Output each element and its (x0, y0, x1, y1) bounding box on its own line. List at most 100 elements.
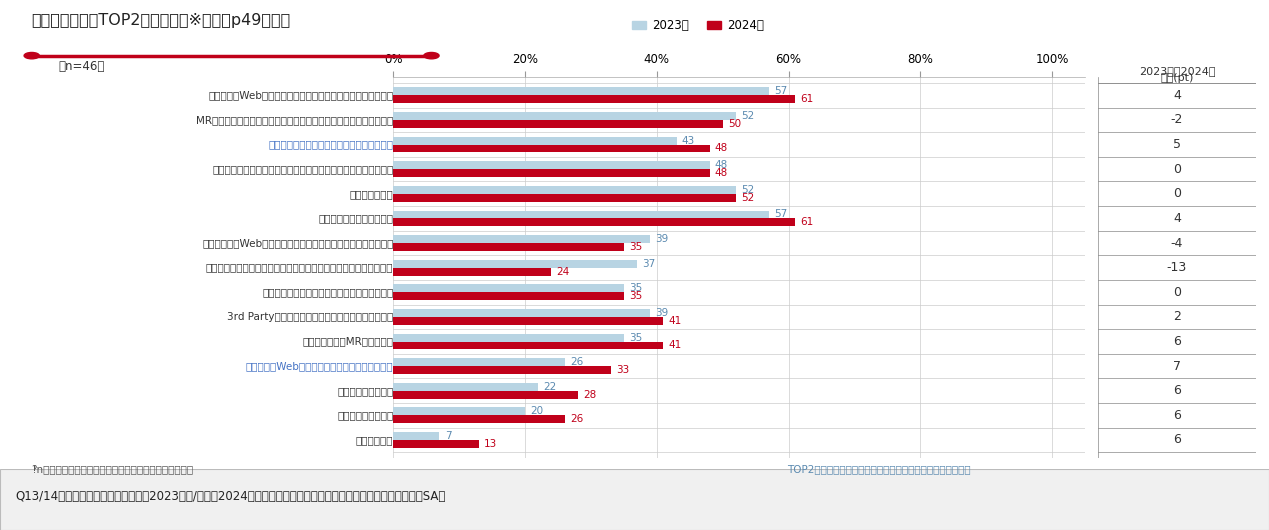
Text: 差分(pt): 差分(pt) (1160, 73, 1194, 83)
Text: 7: 7 (444, 431, 452, 441)
Circle shape (24, 52, 39, 59)
Text: -4: -4 (1171, 236, 1183, 250)
Text: 48: 48 (714, 144, 728, 154)
Text: 営業所主導のWeb講演会の参加・視聴ログ情報・アンケート情報: 営業所主導のWeb講演会の参加・視聴ログ情報・アンケート情報 (202, 238, 393, 248)
Bar (393, 366, 610, 374)
Bar (393, 112, 736, 120)
Text: 2023年・2024年: 2023年・2024年 (1138, 66, 1216, 76)
Bar (393, 194, 736, 202)
Circle shape (424, 52, 439, 59)
Text: 39: 39 (656, 234, 669, 244)
Bar (393, 285, 624, 292)
Text: -13: -13 (1167, 261, 1187, 274)
Text: 本社主導のWeb講演会の参加・視聴ログ情報・アンケート情報: 本社主導のWeb講演会の参加・視聴ログ情報・アンケート情報 (208, 90, 393, 100)
Bar (393, 440, 478, 448)
Text: 35: 35 (629, 242, 642, 252)
Text: 顧客の論文発表情報: 顧客の論文発表情報 (338, 410, 393, 420)
Text: 20: 20 (530, 407, 543, 417)
Text: 0: 0 (1173, 163, 1181, 175)
Text: 7: 7 (1173, 360, 1181, 373)
Bar (393, 218, 796, 226)
Text: 39: 39 (656, 308, 669, 318)
Bar (393, 317, 664, 325)
Text: 41: 41 (669, 316, 681, 326)
Text: 自社会員制Webサイト内のユーザー行動ログ情報: 自社会員制Webサイト内のユーザー行動ログ情報 (246, 361, 393, 371)
Text: 26: 26 (570, 414, 584, 425)
Bar (393, 391, 577, 399)
Text: MR活動によって得られた情報（顧客の処方動向、安全性情報など）: MR活動によって得られた情報（顧客の処方動向、安全性情報など） (197, 115, 393, 125)
Text: Q13/14　あなたの部署では、昨年（2023年）/今年（2024年）に次の各データをどの程度活用していましたか？（SA）: Q13/14 あなたの部署では、昨年（2023年）/今年（2024年）に次の各デ… (15, 490, 445, 503)
Text: 48: 48 (714, 168, 728, 178)
Text: 33: 33 (615, 365, 629, 375)
Text: 顧客の学会発表情報: 顧客の学会発表情報 (338, 386, 393, 396)
Bar (393, 383, 538, 391)
Text: 61: 61 (801, 217, 813, 227)
Text: データ活用度（TOP2）の変化（※詳細、p49参照）: データ活用度（TOP2）の変化（※詳細、p49参照） (32, 13, 291, 28)
Text: 28: 28 (582, 390, 596, 400)
Text: 22: 22 (543, 382, 557, 392)
Bar (393, 416, 565, 423)
Text: 61: 61 (801, 94, 813, 104)
Text: 57: 57 (774, 209, 787, 219)
Bar (393, 333, 624, 341)
Text: 26: 26 (570, 357, 584, 367)
Text: -2: -2 (1171, 113, 1183, 127)
Bar (393, 210, 769, 218)
Text: 0: 0 (1173, 187, 1181, 200)
Text: 24: 24 (557, 267, 570, 277)
Bar (393, 186, 736, 194)
Bar (393, 341, 664, 349)
Text: 5: 5 (1173, 138, 1181, 151)
Text: 営業所主導のリアル講演会の参加・視聴ログ情報・アンケート情報: 営業所主導のリアル講演会の参加・視聴ログ情報・アンケート情報 (206, 263, 393, 272)
Bar (393, 137, 676, 145)
Text: TOP2：「十分活用できている」＋「まあ活用できている」計: TOP2：「十分活用できている」＋「まあ活用できている」計 (787, 464, 971, 474)
Bar (393, 260, 637, 268)
Text: 2: 2 (1173, 311, 1181, 323)
Text: 52: 52 (741, 185, 754, 195)
Bar (393, 120, 723, 128)
Text: レセプトデータなどのリアルワールドデータ: レセプトデータなどのリアルワールドデータ (268, 139, 393, 149)
Bar (393, 309, 650, 317)
Text: 37: 37 (642, 259, 656, 269)
Text: 6: 6 (1173, 434, 1181, 446)
Text: 学会の役員や疾患ガイドラインのメンバー情報: 学会の役員や疾患ガイドラインのメンバー情報 (263, 287, 393, 297)
Text: 6: 6 (1173, 409, 1181, 422)
Text: 13: 13 (485, 439, 497, 449)
Bar (393, 408, 525, 416)
Bar (393, 243, 624, 251)
Bar (393, 145, 709, 153)
Text: 41: 41 (669, 340, 681, 350)
Text: ‽n数は、本設問の回答者のみ（途中回答中止者を除く）: ‽n数は、本設問の回答者のみ（途中回答中止者を除く） (32, 464, 194, 474)
Text: （n=46）: （n=46） (58, 60, 105, 73)
Text: 35: 35 (629, 332, 642, 342)
Bar (393, 292, 624, 300)
Text: 52: 52 (741, 193, 754, 203)
Text: 35: 35 (629, 284, 642, 293)
Text: 3rd Partyのユーザー行動ログ情報・アンケート情報: 3rd Partyのユーザー行動ログ情報・アンケート情報 (227, 312, 393, 322)
Text: 50: 50 (728, 119, 741, 129)
Text: 外部機関によるMR評価データ: 外部機関によるMR評価データ (302, 337, 393, 347)
Bar (393, 161, 709, 169)
Bar (393, 169, 709, 177)
Text: 本社主導のリアル講演会の参加・視聴ログ情報・アンケート情報: 本社主導のリアル講演会の参加・視聴ログ情報・アンケート情報 (212, 164, 393, 174)
Text: 48: 48 (714, 160, 728, 170)
Text: 0: 0 (1173, 286, 1181, 299)
Text: 6: 6 (1173, 335, 1181, 348)
Text: 57: 57 (774, 86, 787, 96)
Text: 4: 4 (1173, 89, 1181, 102)
Text: 52: 52 (741, 111, 754, 121)
Legend: 2023年, 2024年: 2023年, 2024年 (628, 14, 769, 37)
Text: 地域医療情報: 地域医療情報 (355, 435, 393, 445)
Text: 43: 43 (681, 136, 695, 146)
Bar (393, 358, 565, 366)
Text: 4: 4 (1173, 212, 1181, 225)
Text: 施設の売上情報: 施設の売上情報 (350, 189, 393, 199)
Text: 6: 6 (1173, 384, 1181, 398)
Bar (393, 95, 796, 103)
Text: 納入実績（実消化データ）: 納入実績（実消化データ） (319, 214, 393, 224)
Bar (393, 87, 769, 95)
Text: 35: 35 (629, 291, 642, 301)
Bar (393, 235, 650, 243)
Bar (393, 432, 439, 440)
Bar (393, 268, 552, 276)
